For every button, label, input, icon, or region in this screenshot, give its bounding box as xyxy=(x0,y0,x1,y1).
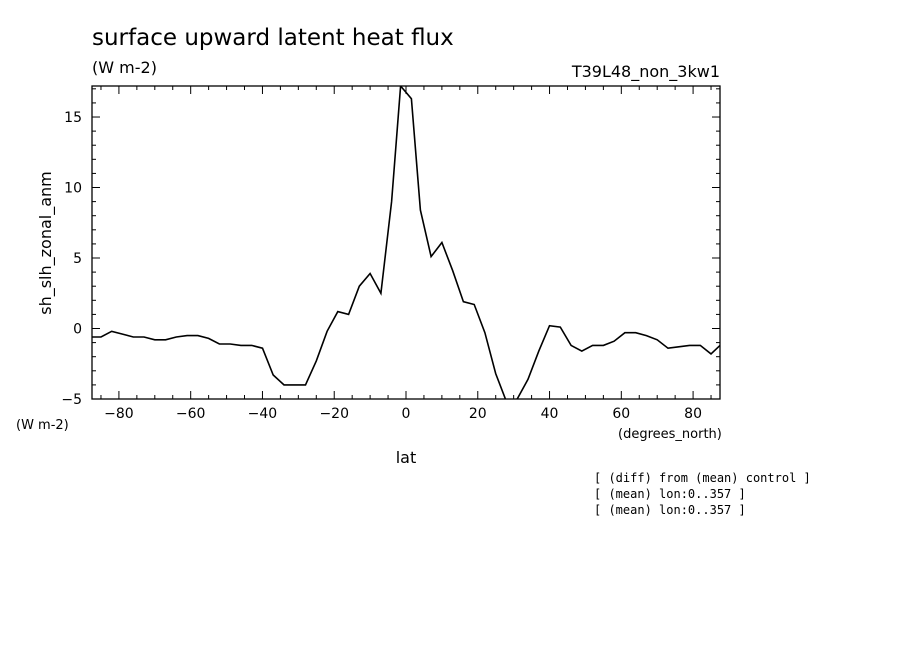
note-mean-lon-1: [ (mean) lon:0..357 ] xyxy=(594,487,746,501)
y-tick-label: 10 xyxy=(64,181,82,197)
y-tick-label: 5 xyxy=(73,251,82,267)
series-line xyxy=(92,86,720,399)
x-axis-label: lat xyxy=(396,448,417,467)
x-tick-label: 80 xyxy=(684,406,702,422)
y-axis-label: sh_slh_zonal_anm xyxy=(36,171,56,315)
x-tick-labels: −80 −60 −40 −20 0 20 40 60 80 xyxy=(104,406,702,422)
y-tick-label: −5 xyxy=(61,392,82,408)
plot-frame xyxy=(91,85,721,400)
x-tick-label: 60 xyxy=(612,406,630,422)
chart-subtitle: (W m-2) xyxy=(92,58,157,77)
x-axis-units: (degrees_north) xyxy=(618,427,722,442)
series-lines xyxy=(92,86,720,399)
run-label: T39L48_non_3kw1 xyxy=(571,62,720,82)
y-axis-units: (W m-2) xyxy=(16,418,69,433)
x-tick-label: −20 xyxy=(319,406,349,422)
y-tick-label: 15 xyxy=(64,110,82,126)
x-tick-label: −40 xyxy=(248,406,278,422)
note-mean-lon-2: [ (mean) lon:0..357 ] xyxy=(594,503,746,517)
x-tick-label: 40 xyxy=(541,406,559,422)
axis-ticks xyxy=(92,86,720,400)
y-tick-labels: −5 0 5 10 15 xyxy=(61,110,82,408)
x-tick-label: 0 xyxy=(402,406,411,422)
x-tick-label: −80 xyxy=(104,406,134,422)
y-tick-label: 0 xyxy=(73,322,82,338)
note-diff: [ (diff) from (mean) control ] xyxy=(594,471,811,485)
x-tick-label: −60 xyxy=(176,406,206,422)
chart-title: surface upward latent heat flux xyxy=(92,25,454,51)
x-tick-label: 20 xyxy=(469,406,487,422)
